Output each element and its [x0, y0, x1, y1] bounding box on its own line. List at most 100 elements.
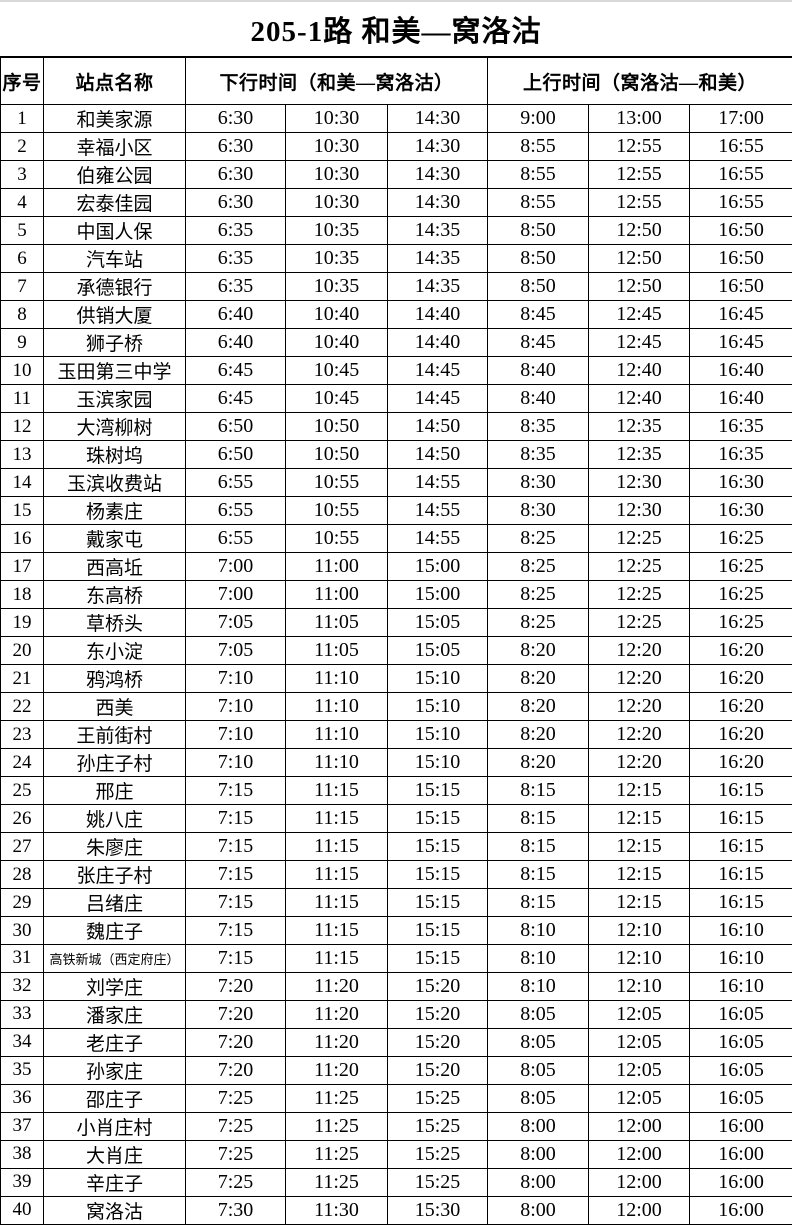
- down-time-cell: 14:50: [388, 413, 488, 441]
- down-time-cell: 10:45: [286, 357, 388, 385]
- down-time-cell: 7:15: [186, 889, 286, 917]
- down-time-cell: 7:20: [186, 1056, 286, 1084]
- down-time-cell: 7:20: [186, 972, 286, 1000]
- up-time-cell: 16:05: [690, 1056, 792, 1084]
- up-time-cell: 12:05: [589, 1000, 690, 1028]
- up-time-cell: 12:20: [589, 665, 690, 693]
- up-time-cell: 12:15: [589, 777, 690, 805]
- down-time-cell: 11:10: [286, 749, 388, 777]
- down-time-cell: 15:15: [388, 805, 488, 833]
- down-time-cell: 15:25: [388, 1168, 488, 1196]
- up-time-cell: 8:30: [488, 469, 589, 497]
- row-number-cell: 33: [1, 1000, 44, 1028]
- up-time-cell: 12:50: [589, 273, 690, 301]
- up-time-cell: 12:25: [589, 525, 690, 553]
- row-number-cell: 17: [1, 553, 44, 581]
- up-time-cell: 8:55: [488, 161, 589, 189]
- row-number-cell: 29: [1, 889, 44, 917]
- up-time-cell: 12:15: [589, 889, 690, 917]
- down-time-cell: 6:40: [186, 301, 286, 329]
- up-time-cell: 16:25: [690, 525, 792, 553]
- page-title: 205-1路 和美—窝洛沽: [0, 2, 792, 56]
- up-time-cell: 16:35: [690, 413, 792, 441]
- down-time-cell: 6:40: [186, 329, 286, 357]
- row-number-cell: 9: [1, 329, 44, 357]
- up-time-cell: 8:10: [488, 972, 589, 1000]
- down-time-cell: 11:20: [286, 972, 388, 1000]
- down-time-cell: 15:15: [388, 861, 488, 889]
- down-time-cell: 11:15: [286, 833, 388, 861]
- row-number-cell: 19: [1, 609, 44, 637]
- up-time-cell: 12:05: [589, 1056, 690, 1084]
- up-time-cell: 16:40: [690, 357, 792, 385]
- up-time-cell: 8:20: [488, 721, 589, 749]
- up-time-cell: 16:00: [690, 1112, 792, 1140]
- station-name-cell: 供销大厦: [44, 301, 186, 329]
- up-time-cell: 12:05: [589, 1028, 690, 1056]
- up-time-cell: 12:35: [589, 413, 690, 441]
- station-name-cell: 姚八庄: [44, 805, 186, 833]
- down-time-cell: 14:30: [388, 105, 488, 133]
- down-time-cell: 6:55: [186, 469, 286, 497]
- down-time-cell: 6:35: [186, 217, 286, 245]
- down-time-cell: 14:45: [388, 385, 488, 413]
- up-time-cell: 8:00: [488, 1112, 589, 1140]
- row-number-cell: 16: [1, 525, 44, 553]
- station-name-cell: 西高坵: [44, 553, 186, 581]
- up-time-cell: 8:00: [488, 1168, 589, 1196]
- down-time-cell: 10:55: [286, 525, 388, 553]
- up-time-cell: 16:40: [690, 385, 792, 413]
- station-name-cell: 张庄子村: [44, 861, 186, 889]
- up-time-cell: 8:50: [488, 273, 589, 301]
- up-time-cell: 8:50: [488, 245, 589, 273]
- up-time-cell: 16:20: [690, 749, 792, 777]
- up-time-cell: 16:10: [690, 917, 792, 945]
- down-time-cell: 7:05: [186, 609, 286, 637]
- down-time-cell: 10:35: [286, 217, 388, 245]
- down-time-cell: 15:05: [388, 609, 488, 637]
- station-name-cell: 邢庄: [44, 777, 186, 805]
- up-time-cell: 16:15: [690, 777, 792, 805]
- down-time-cell: 14:55: [388, 525, 488, 553]
- down-time-cell: 11:15: [286, 861, 388, 889]
- down-time-cell: 11:25: [286, 1084, 388, 1112]
- down-time-cell: 15:10: [388, 721, 488, 749]
- up-time-cell: 16:35: [690, 441, 792, 469]
- down-time-cell: 10:30: [286, 105, 388, 133]
- row-number-cell: 39: [1, 1168, 44, 1196]
- down-time-cell: 11:25: [286, 1112, 388, 1140]
- down-time-cell: 10:50: [286, 413, 388, 441]
- down-time-cell: 10:40: [286, 301, 388, 329]
- down-time-cell: 6:30: [186, 105, 286, 133]
- up-time-cell: 8:20: [488, 665, 589, 693]
- up-time-cell: 8:15: [488, 833, 589, 861]
- down-time-cell: 14:55: [388, 497, 488, 525]
- station-name-cell: 东小淀: [44, 637, 186, 665]
- up-time-cell: 8:25: [488, 553, 589, 581]
- up-time-cell: 12:20: [589, 721, 690, 749]
- up-time-cell: 16:00: [690, 1168, 792, 1196]
- up-time-cell: 12:10: [589, 945, 690, 973]
- station-name-cell: 草桥头: [44, 609, 186, 637]
- row-number-cell: 1: [1, 105, 44, 133]
- down-time-cell: 15:05: [388, 637, 488, 665]
- down-time-cell: 7:20: [186, 1028, 286, 1056]
- row-number-cell: 18: [1, 581, 44, 609]
- down-time-cell: 6:55: [186, 497, 286, 525]
- down-time-cell: 11:15: [286, 805, 388, 833]
- row-number-cell: 40: [1, 1196, 44, 1224]
- header-down-times: 下行时间（和美—窝洛沽）: [186, 57, 488, 105]
